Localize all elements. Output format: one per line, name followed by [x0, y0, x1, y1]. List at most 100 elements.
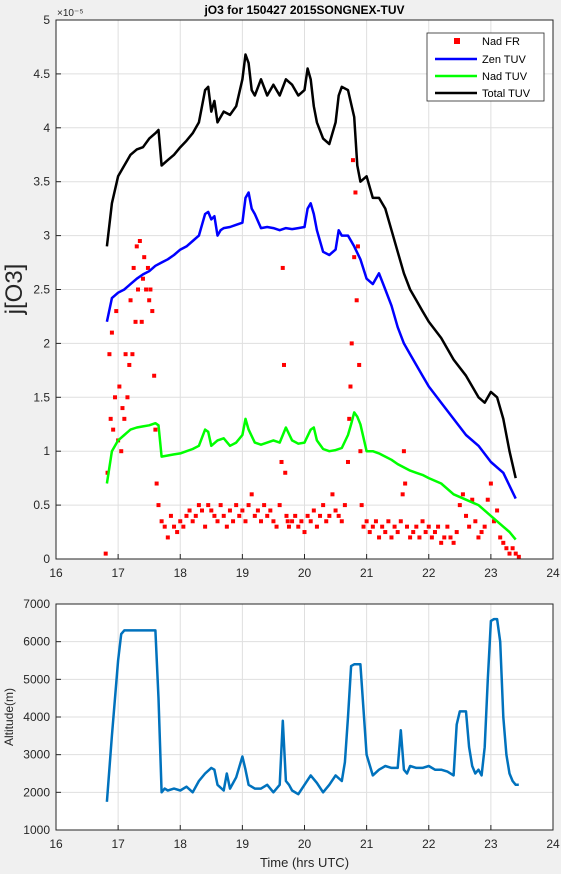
data-point-nad-fr: [510, 546, 515, 551]
data-point-nad-fr: [355, 244, 360, 249]
top-y-tick-label: 2: [43, 336, 50, 350]
data-point-nad-fr: [401, 449, 406, 454]
data-point-nad-fr: [299, 519, 304, 524]
top-y-axis-label: j[O3]: [1, 264, 28, 316]
data-point-nad-fr: [429, 535, 434, 540]
data-point-nad-fr: [165, 535, 170, 540]
data-point-nad-fr: [240, 508, 245, 513]
data-point-nad-fr: [203, 524, 208, 529]
data-point-nad-fr: [206, 503, 211, 508]
top-x-tick-label: 18: [174, 566, 188, 580]
data-point-nad-fr: [345, 459, 350, 464]
bottom-y-tick-label: 2000: [23, 785, 50, 799]
data-point-nad-fr: [139, 319, 144, 324]
data-point-nad-fr: [234, 503, 239, 508]
data-point-nad-fr: [218, 503, 223, 508]
top-x-tick-label: 17: [111, 566, 125, 580]
top-y-tick-label: 2.5: [33, 283, 50, 297]
data-point-nad-fr: [403, 481, 408, 486]
data-point-nad-fr: [224, 524, 229, 529]
data-point-nad-fr: [133, 319, 138, 324]
data-point-nad-fr: [347, 416, 352, 421]
data-point-nad-fr: [350, 158, 355, 163]
data-point-nad-fr: [327, 513, 332, 518]
data-point-nad-fr: [252, 513, 257, 518]
data-point-nad-fr: [420, 519, 425, 524]
data-point-nad-fr: [123, 352, 128, 357]
data-point-nad-fr: [145, 265, 150, 270]
top-y-tick-label: 3.5: [33, 175, 50, 189]
data-point-nad-fr: [451, 540, 456, 545]
data-point-nad-fr: [482, 524, 487, 529]
data-point-nad-fr: [119, 449, 124, 454]
top-series-line-total-tuv: [105, 53, 517, 479]
data-point-nad-fr: [405, 524, 410, 529]
bottom-series-line-series-0: [105, 617, 519, 802]
data-point-nad-fr: [383, 530, 388, 535]
data-point-nad-fr: [162, 524, 167, 529]
data-point-nad-fr: [285, 519, 290, 524]
data-point-nad-fr: [395, 530, 400, 535]
data-point-nad-fr: [128, 298, 133, 303]
top-series-line-nad-tuv: [105, 411, 517, 541]
data-point-nad-fr: [354, 298, 359, 303]
data-point-nad-fr: [259, 519, 264, 524]
data-point-nad-fr: [286, 524, 291, 529]
data-point-nad-fr: [305, 513, 310, 518]
data-point-nad-fr: [423, 530, 428, 535]
data-point-nad-fr: [426, 524, 431, 529]
data-point-nad-fr: [268, 508, 273, 513]
data-point-nad-fr: [108, 416, 113, 421]
data-point-nad-fr: [348, 384, 353, 389]
data-point-nad-fr: [501, 540, 506, 545]
bottom-x-tick-label: 19: [236, 837, 250, 851]
data-point-nad-fr: [336, 513, 341, 518]
data-point-nad-fr: [111, 427, 116, 432]
data-point-nad-fr: [209, 508, 214, 513]
data-point-nad-fr: [265, 513, 270, 518]
legend-box: [426, 32, 545, 102]
top-series: [103, 53, 521, 559]
top-y-tick-label: 1.5: [33, 390, 50, 404]
data-point-nad-fr: [277, 503, 282, 508]
top-x-tick-label: 16: [49, 566, 63, 580]
data-point-nad-fr: [196, 503, 201, 508]
data-point-nad-fr: [370, 524, 375, 529]
top-y-tick-label: 0: [43, 552, 50, 566]
data-point-nad-fr: [479, 530, 484, 535]
data-point-nad-fr: [460, 492, 465, 497]
top-series-line-zen-tuv: [105, 191, 517, 500]
bottom-series: [105, 617, 519, 802]
data-point-nad-fr: [134, 244, 139, 249]
data-point-nad-fr: [231, 519, 236, 524]
data-point-nad-fr: [193, 513, 198, 518]
bottom-x-tick-label: 17: [111, 837, 125, 851]
data-point-nad-fr: [293, 513, 298, 518]
data-point-nad-fr: [122, 416, 127, 421]
data-point-nad-fr: [262, 503, 267, 508]
data-point-nad-fr: [127, 362, 132, 367]
data-point-nad-fr: [302, 530, 307, 535]
data-point-nad-fr: [457, 503, 462, 508]
top-x-tick-label: 19: [236, 566, 250, 580]
data-point-nad-fr: [364, 519, 369, 524]
data-point-nad-fr: [243, 519, 248, 524]
data-point-nad-fr: [318, 513, 323, 518]
legend-label-zen-tuv: Zen TUV: [482, 54, 526, 66]
data-point-nad-fr: [330, 492, 335, 497]
top-y-tick-label: 5: [43, 13, 50, 27]
data-point-nad-fr: [470, 497, 475, 502]
data-point-nad-fr: [504, 546, 509, 551]
data-point-nad-fr: [117, 384, 122, 389]
data-point-nad-fr: [464, 513, 469, 518]
top-tick-labels: 16 17 18 19 20 21 22 23 24 0 0.5 1 1.5 2 2.5 3 3.5 4 4.5 5: [33, 13, 560, 580]
data-point-nad-fr: [279, 459, 284, 464]
data-point-nad-fr: [359, 503, 364, 508]
data-point-nad-fr: [172, 524, 177, 529]
data-point-nad-fr: [314, 524, 319, 529]
data-point-nad-fr: [152, 373, 157, 378]
data-point-nad-fr: [109, 330, 114, 335]
data-point-nad-fr: [386, 519, 391, 524]
top-x-tick-label: 24: [546, 566, 560, 580]
